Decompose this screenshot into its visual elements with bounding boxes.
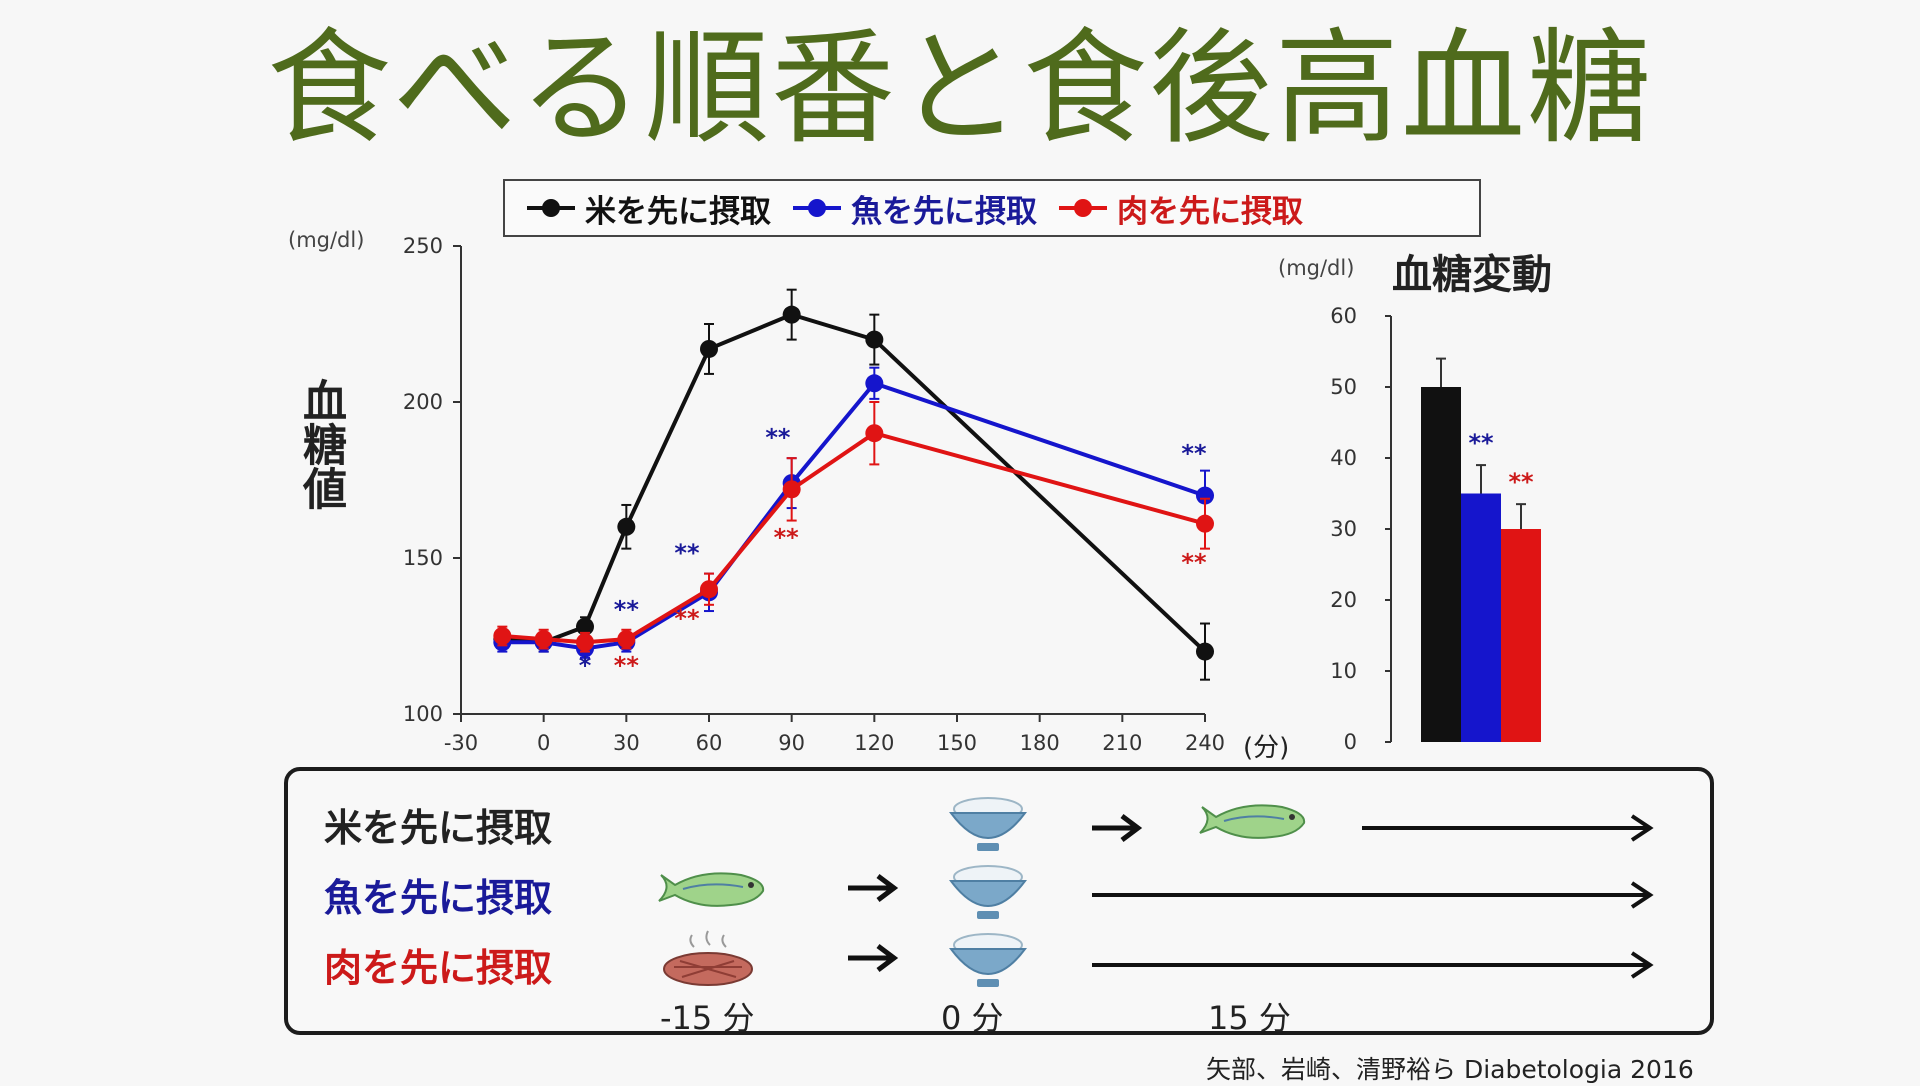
steak-icon bbox=[663, 930, 753, 986]
data-point bbox=[865, 374, 884, 393]
data-point bbox=[1196, 514, 1214, 533]
series-line-1 bbox=[502, 380, 1206, 651]
legend-label-meat: 肉を先に摂取 bbox=[1117, 193, 1303, 230]
x-tick-label: -30 bbox=[444, 731, 478, 755]
series-line-0 bbox=[502, 312, 1207, 654]
data-point bbox=[782, 480, 801, 499]
x-tick-label: 180 bbox=[1020, 731, 1060, 755]
citation: 矢部、岩崎、清野裕ら Diabetologia 2016 bbox=[1206, 1055, 1694, 1084]
data-point bbox=[782, 305, 801, 324]
data-point bbox=[576, 633, 594, 652]
bar-y-tick-label: 60 bbox=[1330, 304, 1357, 328]
legend-item-fish: 魚を先に摂取 bbox=[791, 186, 1037, 231]
legend-marker-fish bbox=[793, 199, 841, 217]
data-point bbox=[534, 630, 553, 649]
significance-marker: ** bbox=[1181, 548, 1207, 576]
arrow-icon bbox=[848, 944, 899, 972]
arrow-icon bbox=[1092, 814, 1143, 842]
significance-marker: ** bbox=[674, 605, 700, 633]
significance-marker: * bbox=[579, 651, 592, 679]
line-chart-unit: (mg/dl) bbox=[288, 228, 365, 252]
y-tick-label: 150 bbox=[403, 546, 443, 570]
legend-marker-meat bbox=[1059, 199, 1107, 217]
data-point bbox=[493, 627, 512, 645]
legend-item-rice: 米を先に摂取 bbox=[525, 186, 771, 231]
x-tick-label: 0 bbox=[537, 731, 550, 755]
legend-label-fish: 魚を先に摂取 bbox=[851, 193, 1037, 230]
bar-y-tick-label: 30 bbox=[1330, 517, 1357, 541]
bar-chart-unit: (mg/dl) bbox=[1278, 256, 1355, 280]
significance-marker: ** bbox=[614, 651, 640, 679]
bar-y-tick-label: 40 bbox=[1330, 446, 1357, 470]
fish-icon bbox=[658, 872, 765, 907]
rice-bowl-icon bbox=[949, 797, 1027, 851]
significance-marker: ** bbox=[674, 539, 700, 567]
ylabel-text: 血糖値 bbox=[295, 378, 346, 510]
data-point bbox=[1196, 486, 1214, 505]
row-label-fish: 魚を先に摂取 bbox=[324, 876, 553, 920]
y-tick-label: 200 bbox=[403, 390, 443, 414]
data-point bbox=[617, 630, 636, 649]
bar-2 bbox=[1501, 529, 1541, 742]
line-chart-xunit: (分) bbox=[1243, 733, 1290, 763]
bar-significance-marker: ** bbox=[1468, 429, 1494, 457]
legend-marker-rice bbox=[527, 199, 575, 217]
bar-y-tick-label: 10 bbox=[1330, 659, 1357, 683]
x-tick-label: 120 bbox=[854, 731, 894, 755]
chart-legend: 米を先に摂取 魚を先に摂取 肉を先に摂取 bbox=[503, 179, 1481, 237]
significance-marker: ** bbox=[765, 424, 791, 452]
y-tick-label: 100 bbox=[403, 702, 443, 726]
line-chart-ylabel: 血糖値 bbox=[290, 378, 346, 510]
legend-label-rice: 米を先に摂取 bbox=[585, 193, 771, 230]
x-tick-label: 60 bbox=[696, 731, 723, 755]
significance-marker: ** bbox=[614, 595, 640, 623]
bar-significance-marker: ** bbox=[1508, 468, 1534, 496]
arrow-icon bbox=[1362, 814, 1654, 842]
bar-0 bbox=[1421, 387, 1461, 742]
rice-bowl-icon bbox=[949, 865, 1027, 919]
bar-1 bbox=[1461, 493, 1501, 742]
x-tick-label: 30 bbox=[613, 731, 640, 755]
bar-y-tick-label: 0 bbox=[1344, 730, 1357, 754]
significance-marker: ** bbox=[1181, 439, 1207, 467]
meal-order-panel: 米を先に摂取 魚を先に摂取 肉を先に摂取 bbox=[284, 767, 1714, 1037]
arrow-icon bbox=[848, 874, 899, 902]
significance-marker: ** bbox=[774, 524, 800, 552]
fish-icon bbox=[1199, 804, 1306, 839]
data-point bbox=[576, 617, 594, 636]
time-label-0: 0 分 bbox=[941, 999, 1004, 1037]
bar-y-tick-label: 50 bbox=[1330, 375, 1357, 399]
bar-y-tick-label: 20 bbox=[1330, 588, 1357, 612]
data-point bbox=[1196, 642, 1214, 661]
rice-bowl-icon bbox=[949, 933, 1027, 987]
time-label-15: 15 分 bbox=[1208, 999, 1291, 1037]
data-point bbox=[617, 517, 636, 536]
y-tick-label: 250 bbox=[403, 234, 443, 258]
data-point bbox=[865, 424, 884, 443]
legend-item-meat: 肉を先に摂取 bbox=[1057, 186, 1303, 231]
arrow-icon bbox=[1092, 881, 1654, 909]
time-label-minus15: -15 分 bbox=[660, 999, 755, 1037]
arrow-icon bbox=[1092, 951, 1654, 979]
x-tick-label: 90 bbox=[778, 731, 805, 755]
x-tick-label: 210 bbox=[1102, 731, 1142, 755]
page-title: 食べる順番と食後高血糖 bbox=[266, 17, 1653, 161]
data-point bbox=[700, 580, 718, 599]
bar-chart-title: 血糖変動 bbox=[1392, 252, 1552, 298]
series-line-2 bbox=[502, 431, 1206, 645]
row-label-meat: 肉を先に摂取 bbox=[324, 946, 553, 990]
data-point bbox=[700, 339, 718, 358]
data-point bbox=[865, 330, 884, 349]
row-label-rice: 米を先に摂取 bbox=[324, 806, 553, 850]
x-tick-label: 240 bbox=[1185, 731, 1225, 755]
x-tick-label: 150 bbox=[937, 731, 977, 755]
